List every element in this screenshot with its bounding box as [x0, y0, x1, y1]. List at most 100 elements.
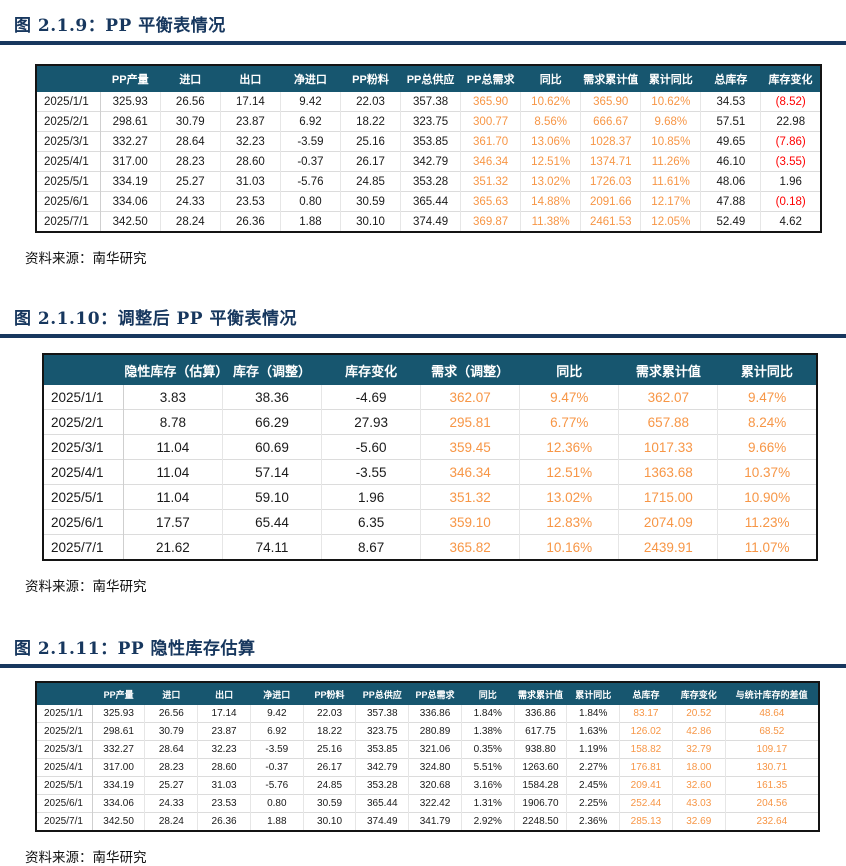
- value-cell: 52.49: [700, 211, 761, 232]
- value-cell: 346.34: [420, 459, 520, 485]
- value-cell: 1363.68: [618, 459, 718, 485]
- value-cell: 30.10: [302, 812, 356, 831]
- date-cell: 2025/6/1: [36, 794, 93, 813]
- value-cell: 325.93: [91, 705, 145, 723]
- header-row: PP产量 进口 出口 净进口 PP粉料 PP总供应 PP总需求 同比 需求累计值 累计同比 总库存库…: [36, 65, 821, 92]
- column-header: PP总需求: [408, 682, 462, 705]
- value-cell: 365.90: [580, 92, 641, 112]
- date-cell: 2025/4/1: [36, 151, 101, 172]
- value-cell: 32.23: [197, 740, 251, 759]
- column-header: 库存变化: [760, 65, 821, 92]
- value-cell: 17.14: [197, 705, 251, 723]
- value-cell: 666.67: [580, 111, 641, 132]
- value-cell: 1263.60: [513, 758, 567, 777]
- table-row: 2025/4/1 11.04 57.14 -3.55 346.34 12.51% 1363.…: [43, 459, 817, 485]
- value-cell: 10.16%: [519, 534, 619, 560]
- value-cell: 176.81: [619, 758, 673, 777]
- value-cell: 2.36%: [566, 812, 620, 831]
- value-cell: 32.69: [671, 812, 726, 831]
- value-cell: 28.60: [197, 758, 251, 777]
- value-cell: 12.51%: [519, 459, 619, 485]
- value-cell: 8.56%: [520, 111, 581, 132]
- table-wrapper: 隐性库存（估算） 库存（调整） 库存变化 需求（调整） 同比 需求累计值 累计同比 2025/…: [42, 353, 818, 561]
- value-cell: (7.86): [760, 131, 821, 152]
- value-cell: 365.63: [460, 191, 521, 212]
- value-cell: 353.85: [355, 740, 409, 759]
- value-cell: 1.88: [279, 211, 341, 232]
- pp-balance-table: PP产量 进口 出口 净进口 PP粉料 PP总供应 PP总需求 同比 需求累计值 累计同比 总库存库…: [35, 64, 822, 233]
- value-cell: 295.81: [420, 409, 520, 435]
- value-cell: 12.36%: [519, 434, 619, 460]
- column-header: [36, 682, 93, 705]
- value-cell: 10.62%: [520, 92, 581, 112]
- value-cell: 317.00: [99, 151, 161, 172]
- adjusted-pp-balance-table: 隐性库存（估算） 库存（调整） 库存变化 需求（调整） 同比 需求累计值 累计同比 2025/…: [42, 353, 818, 561]
- value-cell: 341.79: [408, 812, 462, 831]
- column-header: PP产量: [92, 682, 145, 705]
- figure-2-1-9-section: 图 2.1.9：PP 平衡表情况 PP产量 进口 出口 净进口 PP粉料 PP总供应 PP总…: [0, 0, 846, 267]
- value-cell: 334.06: [91, 794, 145, 813]
- value-cell: 285.13: [619, 812, 673, 831]
- table-row: 2025/6/1 334.06 24.33 23.53 0.80 30.59 365.44 3…: [36, 191, 821, 212]
- value-cell: 365.44: [400, 191, 461, 212]
- date-cell: 2025/1/1: [44, 708, 83, 719]
- value-cell: 30.79: [144, 722, 198, 741]
- value-cell: 47.88: [700, 191, 761, 212]
- value-cell: 28.24: [159, 211, 221, 232]
- value-cell: 10.85%: [640, 131, 701, 152]
- date-cell: 2025/5/1: [36, 776, 93, 795]
- table-row: 2025/2/1 298.61 30.79 23.87 6.92 18.22 323.75 2…: [36, 722, 819, 741]
- value-cell: 25.27: [159, 171, 221, 192]
- value-cell: -5.76: [279, 171, 341, 192]
- value-cell: -3.59: [279, 131, 341, 152]
- value-cell: 30.59: [339, 191, 401, 212]
- column-header: PP粉料: [303, 682, 356, 705]
- value-cell: 2091.66: [580, 191, 641, 212]
- column-header: 库存变化: [321, 354, 421, 385]
- value-cell: 28.64: [159, 131, 221, 152]
- value-cell: 26.36: [219, 211, 281, 232]
- value-cell: 11.04: [122, 434, 223, 460]
- value-cell: 12.83%: [519, 509, 619, 535]
- value-cell: 280.89: [408, 722, 462, 741]
- value-cell: 342.50: [99, 211, 161, 232]
- value-cell: 31.03: [197, 776, 251, 795]
- table-row: 2025/3/1 332.27 28.64 32.23 -3.59 25.16 353.85…: [36, 131, 821, 152]
- value-cell: 353.28: [400, 171, 461, 192]
- value-cell: 34.53: [700, 92, 761, 112]
- value-cell: 12.17%: [640, 191, 701, 212]
- value-cell: 10.62%: [640, 92, 701, 112]
- value-cell: 18.22: [302, 722, 356, 741]
- date-cell: 2025/3/1: [36, 740, 93, 759]
- value-cell: -3.55: [321, 459, 421, 485]
- pp-hidden-inventory-table: PP产量 进口 出口 净进口 PP粉料 PP总供应 PP总需求 同比 需求累计值 累计同比 总库存库…: [35, 681, 820, 832]
- value-cell: 3.83: [122, 385, 223, 410]
- column-header: 需求累计值: [618, 354, 718, 385]
- value-cell: 2074.09: [618, 509, 718, 535]
- value-cell: 27.93: [321, 409, 421, 435]
- table-row: 2025/5/1 334.19 25.27 31.03 -5.76 24.85 353.28…: [36, 171, 821, 192]
- value-cell: 158.82: [619, 740, 673, 759]
- value-cell: 59.10: [221, 484, 322, 510]
- value-cell: 25.16: [302, 740, 356, 759]
- value-cell: 342.50: [91, 812, 145, 831]
- column-header: 总库存: [700, 65, 761, 92]
- value-cell: 32.23: [219, 131, 281, 152]
- value-cell: 5.51%: [460, 758, 515, 777]
- table-row: 2025/2/1 298.61 30.79 23.87 6.92 18.22 323.75 3…: [36, 111, 821, 132]
- date-cell: 2025/7/1: [43, 534, 124, 560]
- value-cell: 14.88%: [520, 191, 581, 212]
- value-cell: 42.86: [671, 722, 726, 741]
- value-cell: 334.06: [99, 191, 161, 212]
- value-cell: 60.69: [221, 434, 322, 460]
- table-row: 2025/3/1 332.27 28.64 32.23 -3.59 25.16 353.85…: [36, 740, 819, 759]
- value-cell: 23.87: [219, 111, 281, 132]
- value-cell: 252.44: [619, 794, 673, 813]
- value-cell: 1584.28: [513, 776, 567, 795]
- column-header: 库存（调整）: [222, 354, 322, 385]
- value-cell: 346.34: [460, 151, 521, 172]
- date-cell: 2025/5/1: [43, 484, 124, 510]
- column-header: 总库存: [619, 682, 673, 705]
- value-cell: 332.27: [99, 131, 161, 152]
- title-rule: [0, 41, 846, 45]
